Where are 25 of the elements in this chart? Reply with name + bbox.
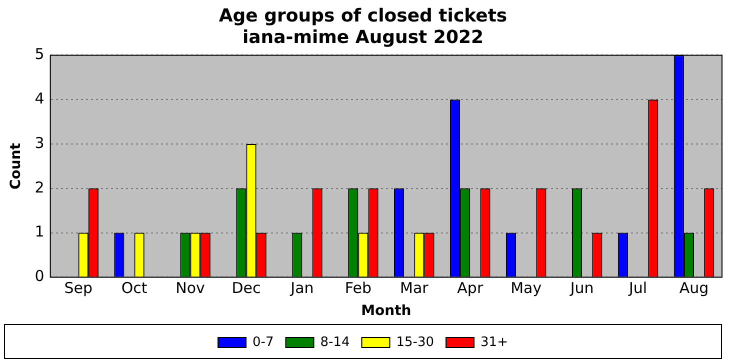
y-tick-label: 3 <box>34 134 44 152</box>
legend-label: 8-14 <box>320 334 350 350</box>
x-tick-label: Jun <box>569 279 594 298</box>
x-tick-label: Aug <box>679 279 709 298</box>
legend-label: 0-7 <box>252 334 274 350</box>
x-axis-title: Month <box>361 303 412 320</box>
x-tick-label: Dec <box>232 279 261 298</box>
y-tick-label: 0 <box>34 267 44 286</box>
legend-label: 31+ <box>480 334 508 350</box>
x-tick-label: May <box>510 279 542 298</box>
x-tick-label: Jan <box>290 279 314 298</box>
legend-label: 15-30 <box>396 334 434 350</box>
x-tick-label: Feb <box>344 279 372 298</box>
x-tick-label: Nov <box>176 279 206 298</box>
x-tick-label: Apr <box>457 279 484 298</box>
x-tick-label: Sep <box>64 279 92 298</box>
y-tick-label: 5 <box>34 45 44 64</box>
y-tick-label: 2 <box>34 178 44 196</box>
y-axis-title: Count <box>8 142 24 190</box>
y-tick-label: 4 <box>34 89 44 108</box>
chart-title: Age groups of closed tickets iana-mime August 2022 <box>218 5 508 48</box>
y-tick-label: 1 <box>34 222 44 241</box>
x-tick-label: Oct <box>121 279 148 298</box>
x-tick-label: Mar <box>400 279 430 298</box>
x-tick-label: Jul <box>628 279 648 298</box>
